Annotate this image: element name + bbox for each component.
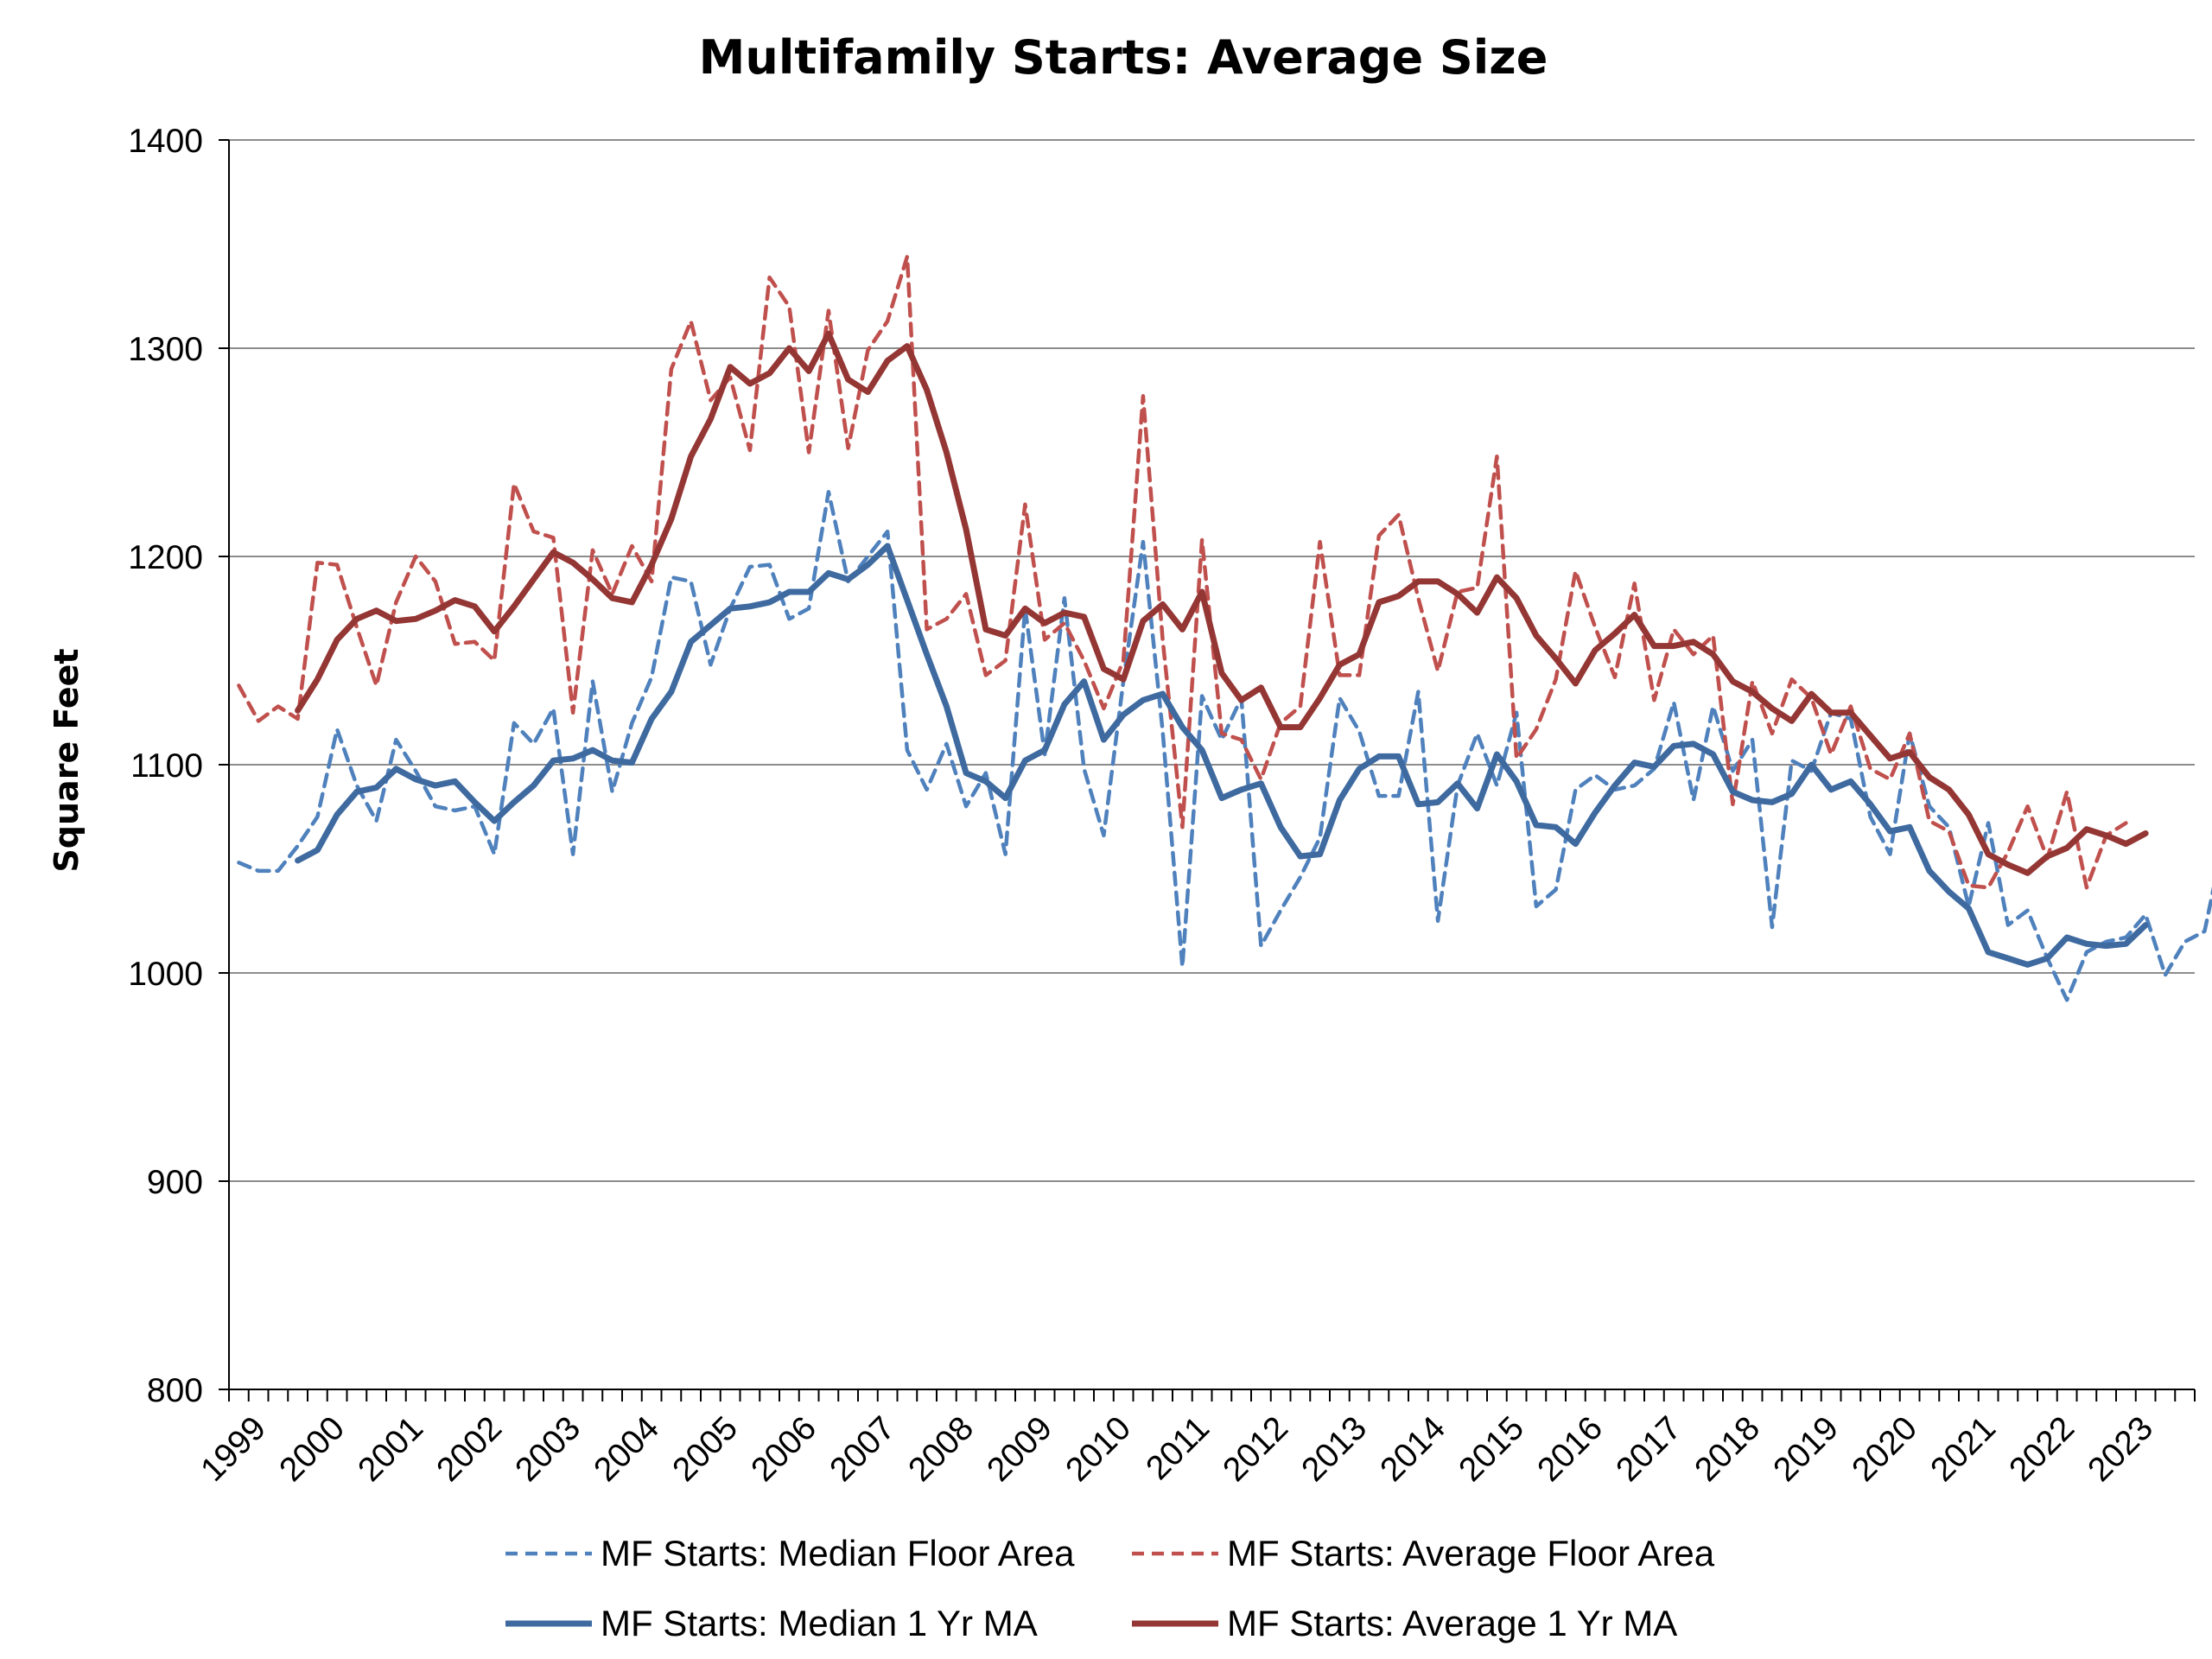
chart-title: Multifamily Starts: Average Size: [699, 30, 1548, 85]
legend-label-3: MF Starts: Average 1 Yr MA: [1227, 1603, 1677, 1643]
x-tick-label: 2023: [2081, 1409, 2160, 1489]
x-tick-label: 1999: [194, 1409, 273, 1489]
legend-label-2: MF Starts: Median 1 Yr MA: [601, 1603, 1038, 1643]
x-tick-label: 2021: [1923, 1409, 2003, 1489]
x-tick-label: 2013: [1294, 1409, 1374, 1489]
x-tick-label: 2016: [1530, 1409, 1610, 1489]
x-tick-label: 2011: [1139, 1409, 1217, 1487]
x-tick-label: 2020: [1845, 1409, 1924, 1489]
y-tick-labels: 800 900 1000 1100 1200 1300 1400: [128, 123, 203, 1409]
legend: MF Starts: Median Floor Area MF Starts: A…: [505, 1533, 1715, 1643]
x-tick-label: 2005: [665, 1409, 745, 1489]
series-line-1: [237, 254, 2128, 890]
y-tick-label: 1100: [130, 747, 203, 785]
x-tick-label: 2008: [901, 1409, 981, 1489]
x-tick-label: 2015: [1452, 1409, 1531, 1489]
series-line-3: [295, 330, 2149, 876]
x-tick-label: 2019: [1766, 1409, 1846, 1489]
x-tick-label: 2002: [429, 1409, 509, 1489]
y-tick-label: 1200: [128, 539, 203, 576]
legend-label-1: MF Starts: Average Floor Area: [1227, 1533, 1715, 1573]
x-tick-label: 2010: [1058, 1409, 1138, 1489]
series-lines: [237, 254, 2212, 1002]
series-line-2: [295, 543, 2149, 968]
x-tick-label: 2017: [1609, 1409, 1688, 1489]
series-line-0: [237, 490, 2212, 1002]
y-tick-label: 1000: [128, 956, 203, 993]
y-tick-label: 1400: [128, 123, 203, 160]
legend-label-0: MF Starts: Median Floor Area: [601, 1533, 1075, 1573]
y-tick-label: 800: [147, 1372, 203, 1409]
x-tick-label: 2001: [351, 1409, 430, 1489]
x-tick-label: 2006: [744, 1409, 823, 1489]
x-tick-label: 2007: [823, 1409, 902, 1489]
x-tick-label: 2018: [1688, 1409, 1767, 1489]
x-tick-label: 2014: [1373, 1409, 1452, 1489]
y-tick-label: 1300: [128, 331, 203, 368]
x-tick-label: 2009: [980, 1409, 1059, 1489]
x-tick-label: 2004: [587, 1409, 666, 1489]
y-tick-label: 900: [147, 1164, 203, 1201]
x-tick-label: 2022: [2002, 1409, 2082, 1489]
x-tick-labels: 1999 2000 2001 2002 2003 2004 2005 2006 2007 2008…: [194, 1409, 2160, 1489]
y-axis-label: Square Feet: [48, 648, 86, 872]
x-tick-label: 2012: [1216, 1409, 1295, 1489]
grid-lines: [219, 139, 2195, 1390]
axes: [228, 140, 2196, 1402]
x-tick-label: 2000: [272, 1409, 352, 1489]
x-tick-label: 2003: [508, 1409, 588, 1489]
